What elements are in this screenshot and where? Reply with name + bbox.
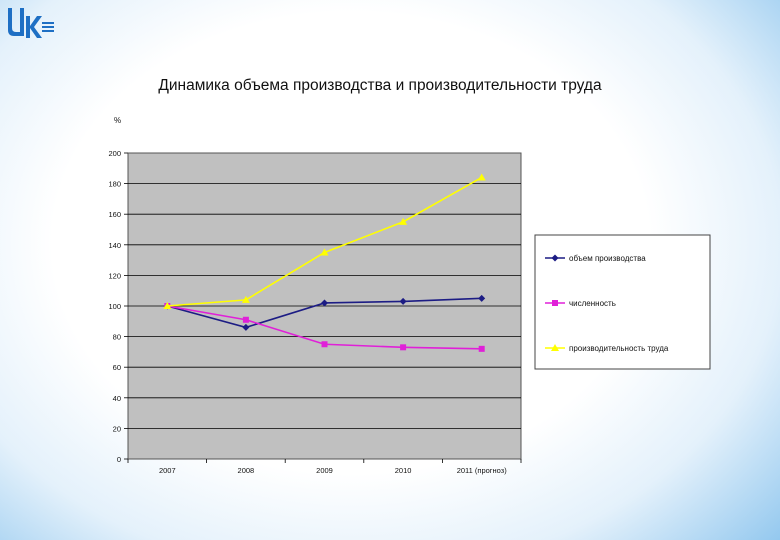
data-point [242, 323, 250, 331]
legend: объем производства численность производите… [534, 234, 711, 370]
y-tick-label: 80 [113, 333, 121, 342]
y-tick-label: 0 [117, 455, 121, 464]
data-point [163, 302, 172, 309]
data-point [478, 294, 486, 302]
chart-title: Динамика объема производства и производи… [158, 77, 602, 94]
data-point [321, 299, 328, 307]
y-tick-label: 40 [113, 394, 121, 403]
y-tick-label: 100 [108, 302, 121, 311]
y-tick-label: 160 [108, 210, 121, 219]
series-layer [163, 173, 486, 352]
legend-item: численность [545, 299, 616, 308]
x-tick-label: 2007 [159, 466, 176, 475]
company-logo [4, 4, 54, 47]
legend-item: производительность труда [545, 344, 669, 353]
data-point [399, 297, 407, 305]
data-point [241, 295, 250, 303]
data-point [399, 217, 408, 225]
y-tick-label: 60 [113, 363, 121, 372]
x-axis-ticks: 2007 2008 2009 2010 2011 (прогноз) [127, 459, 522, 475]
legend-label: численность [569, 299, 616, 308]
data-point [400, 344, 407, 351]
legend-marker [552, 300, 558, 306]
y-tick-label: 200 [108, 149, 121, 158]
legend-item: объем производства [545, 254, 646, 263]
series-3 [163, 173, 486, 309]
y-tick-label: 20 [113, 424, 121, 433]
legend-marker [551, 344, 559, 351]
data-point [477, 173, 486, 181]
data-point [320, 248, 329, 256]
y-tick-label: 180 [108, 180, 121, 189]
x-tick-label: 2009 [316, 466, 333, 475]
x-tick-label: 2011 (прогноз) [457, 466, 508, 475]
legend-label: объем производства [569, 254, 646, 263]
legend-label: производительность труда [569, 344, 669, 353]
y-tick-label: 120 [108, 271, 121, 280]
y-axis-label: % [114, 116, 121, 125]
legend-marker [551, 254, 559, 262]
data-point [321, 341, 328, 348]
x-tick-label: 2008 [238, 466, 255, 475]
x-tick-label: 2010 [395, 466, 412, 475]
data-point [242, 316, 249, 323]
data-point [478, 345, 485, 352]
y-tick-label: 140 [108, 241, 121, 250]
y-axis-ticks: 0 20 40 60 80 100 120 140 160 180 200 [108, 149, 128, 464]
